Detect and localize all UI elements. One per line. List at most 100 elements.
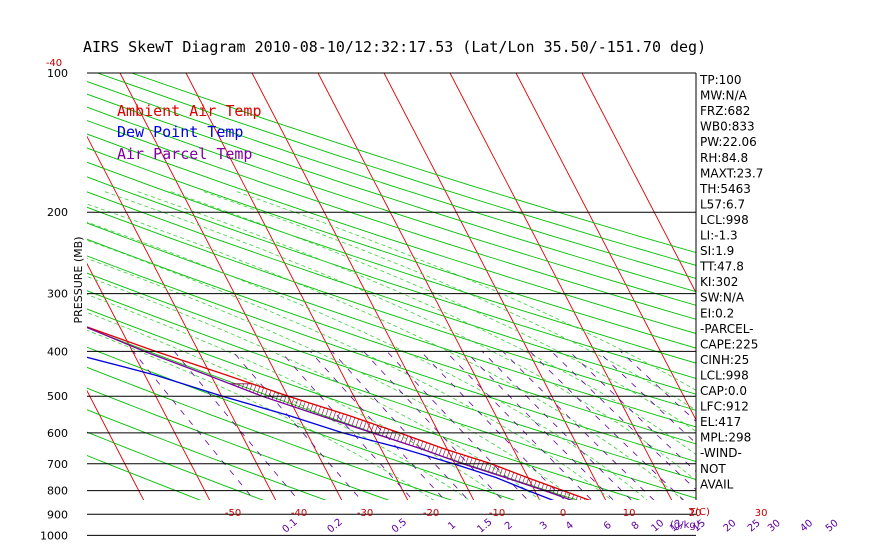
legend-dewpoint: Dew Point Temp [117, 123, 243, 141]
mixing-ratio-tick-label: 10 [649, 518, 666, 535]
pressure-grid-lines [87, 72, 696, 536]
index-line: EI:0.2 [700, 306, 734, 320]
dry-adiabat-line [87, 206, 696, 411]
index-line: WB0:833 [700, 120, 755, 134]
index-line: MAXT:23.7 [700, 166, 763, 180]
isotherm-line [119, 73, 343, 500]
pressure-tick-label: 200 [47, 206, 68, 219]
index-line: MW:N/A [700, 89, 748, 103]
pressure-tick-label: 100 [47, 67, 68, 80]
isotherm-line [581, 73, 696, 294]
pressure-tick-label: 400 [47, 345, 68, 358]
mixing-ratio-line [310, 351, 446, 500]
chart-title: AIRS SkewT Diagram 2010-08-10/12:32:17.5… [83, 38, 706, 56]
isotherm-line [87, 389, 145, 500]
dry-adiabat-line [87, 106, 696, 306]
index-line: TT:47.8 [699, 260, 744, 274]
dry-adiabat-line [87, 133, 696, 334]
index-line: SI:1.9 [700, 244, 734, 258]
mixing-ratio-unit-label: (g/kg) [670, 520, 700, 531]
dry-adiabat-line [87, 455, 202, 500]
bottom-temp-tick-label: 10 [623, 508, 636, 519]
mixing-ratio-line [551, 351, 696, 491]
index-line: TP:100 [699, 73, 742, 87]
dry-adiabat-line [87, 346, 516, 500]
dry-adiabat-line [87, 81, 696, 279]
bottom-temp-tick-label: 30 [755, 508, 768, 519]
legend-ambient: Ambient Air Temp [117, 102, 262, 120]
mixing-ratio-tick-label: 30 [766, 518, 783, 535]
moist-adiabat-line [87, 239, 613, 500]
index-line: LFC:912 [700, 400, 749, 414]
dry-adiabat-line [87, 308, 641, 500]
dry-adiabat-line [87, 120, 696, 320]
pressure-tick-labels: 100 200 300 400 500 600 700 800 900 1000 [40, 67, 68, 542]
mixing-ratio-line [445, 351, 593, 500]
dry-adiabat-line [87, 366, 453, 500]
mixing-ratio-line [569, 351, 696, 473]
mixing-ratio-line [420, 351, 566, 500]
t-unit-label: T(C) [688, 507, 710, 518]
dry-adiabat-line [97, 73, 696, 266]
index-line: LCL:998 [700, 368, 749, 382]
dry-adiabat-line [87, 222, 696, 428]
mixing-ratio-tick-label: 2 [503, 520, 515, 533]
mixing-ratio-line [465, 351, 614, 500]
top-temp-tick-label: -40 [46, 58, 62, 69]
dry-adiabat-line [87, 387, 390, 500]
index-line: LCL:998 [700, 213, 749, 227]
mixing-ratio-tick-label: 40 [798, 518, 815, 535]
mixing-ratio-line [331, 351, 469, 500]
mixing-ratio-tick-label: 25 [746, 518, 763, 535]
mixing-ratio-line [232, 351, 362, 500]
index-line: NOT [700, 462, 726, 476]
mixing-ratio-tick-labels: 0.1 0.2 0.5 1 1.5 2 3 4 6 8 10 12 15 20 25 30 40 50 [281, 517, 841, 536]
pressure-tick-label: 700 [47, 458, 68, 471]
mixing-ratio-tick-label: 0.2 [326, 517, 345, 536]
dry-adiabat-line [87, 272, 696, 480]
index-line: LI:-1.3 [700, 229, 738, 243]
dry-adiabat-line [87, 238, 696, 445]
bottom-temp-tick-label: -10 [489, 508, 505, 519]
bottom-temp-tick-label: -30 [357, 508, 373, 519]
mixing-ratio-tick-label: 1 [446, 520, 458, 533]
mixing-ratio-line [173, 351, 299, 500]
cape-hatch-area [229, 383, 591, 500]
mixing-ratio-line [280, 351, 414, 500]
dry-adiabat-line [87, 93, 696, 293]
moist-adiabat-line [135, 190, 696, 456]
moist-adiabat-line [87, 258, 577, 500]
index-line: SW:N/A [700, 291, 745, 305]
index-line: -PARCEL- [700, 322, 754, 336]
isotherm-line [515, 73, 696, 421]
mixing-ratio-line [132, 351, 255, 500]
index-line: KI:302 [700, 275, 738, 289]
isotherm-line [87, 262, 211, 500]
isotherm-line [87, 135, 277, 500]
dry-adiabat-line [87, 431, 264, 500]
legend-parcel: Air Parcel Temp [117, 145, 252, 163]
bottom-temp-tick-label: 0 [560, 508, 566, 519]
index-line: CAP:0.0 [700, 384, 747, 398]
index-line: EL:417 [700, 415, 741, 429]
moist-adiabat-line [102, 190, 696, 482]
pressure-tick-label: 800 [47, 485, 68, 498]
mixing-ratio-line [363, 351, 503, 500]
index-line: CINH:25 [700, 353, 749, 367]
moist-adiabat-line [87, 276, 541, 500]
dry-adiabat-line [87, 191, 696, 395]
moist-adiabat-line [168, 190, 696, 432]
mixing-ratio-tick-label: 8 [630, 520, 642, 533]
pressure-tick-label: 900 [47, 508, 68, 521]
mixing-ratio-tick-label: 0.1 [281, 517, 300, 536]
parcel-temp-line [87, 326, 573, 500]
isotherm-line [185, 73, 409, 500]
mixing-ratio-tick-label: 3 [538, 520, 550, 533]
mixing-ratio-tick-label: 50 [824, 518, 841, 535]
moist-adiabat-line [234, 190, 696, 391]
dry-adiabat-line [87, 161, 696, 364]
bottom-temp-tick-label: -20 [423, 508, 439, 519]
top-temp-tick-labels: -120-110-100-90-80-70-60-50-40 [46, 58, 62, 69]
moist-adiabat-line [87, 311, 470, 500]
